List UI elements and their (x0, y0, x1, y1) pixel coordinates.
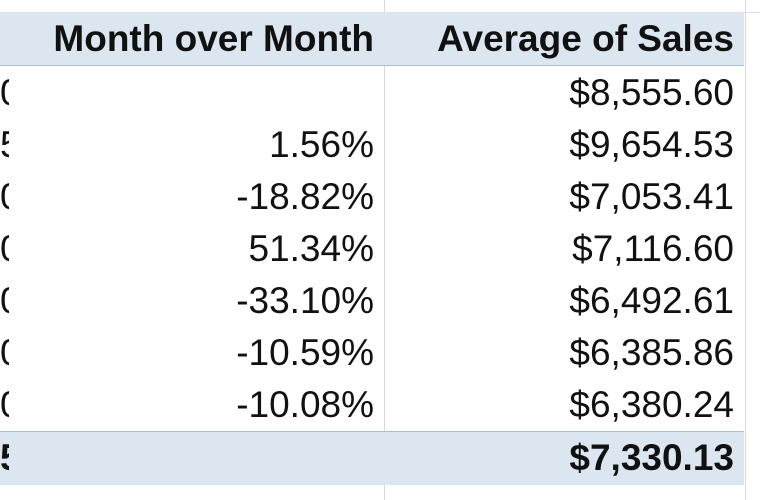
row-label-cell[interactable]: 0 (0, 171, 9, 223)
month-over-month-cell[interactable]: 51.34% (248, 228, 375, 269)
grand-total-label-cell[interactable]: 5 (0, 432, 9, 484)
month-over-month-cell[interactable]: -33.10% (236, 280, 374, 321)
month-over-month-cell[interactable]: -18.82% (236, 176, 374, 217)
average-of-sales-cell[interactable]: $8,555.60 (569, 72, 734, 113)
month-over-month-cell[interactable]: 1.56% (269, 124, 374, 165)
column-divider (745, 0, 746, 500)
grand-total-average-of-sales-cell[interactable]: $7,330.13 (569, 437, 734, 478)
average-of-sales-cell[interactable]: $9,654.53 (569, 124, 734, 165)
row-label-cell[interactable]: 0 (0, 223, 9, 275)
average-of-sales-cell[interactable]: $6,380.24 (569, 384, 734, 425)
row-label-cell[interactable]: 5 (0, 119, 9, 171)
grand-total-month-over-month-cell[interactable] (40, 432, 374, 484)
month-over-month-cell[interactable] (40, 67, 374, 119)
average-of-sales-cell[interactable]: $6,492.61 (569, 280, 734, 321)
row-label-cell[interactable]: 0 (0, 275, 9, 327)
row-label-cell[interactable]: 0 (0, 67, 9, 119)
average-of-sales-cell[interactable]: $7,053.41 (569, 176, 734, 217)
header-month-over-month[interactable]: Month over Month (53, 18, 374, 59)
pivot-grand-total-row (0, 431, 744, 485)
pivot-header-row (0, 12, 744, 66)
month-over-month-cell[interactable]: -10.08% (236, 384, 374, 425)
average-of-sales-cell[interactable]: $7,116.60 (572, 228, 734, 269)
row-label-cell[interactable]: 0 (0, 327, 9, 379)
average-of-sales-cell[interactable]: $6,385.86 (569, 332, 734, 373)
row-label-cell[interactable]: 0 (0, 379, 9, 431)
month-over-month-cell[interactable]: -10.59% (236, 332, 374, 373)
column-divider (384, 0, 385, 500)
header-average-of-sales[interactable]: Average of Sales (437, 18, 734, 59)
